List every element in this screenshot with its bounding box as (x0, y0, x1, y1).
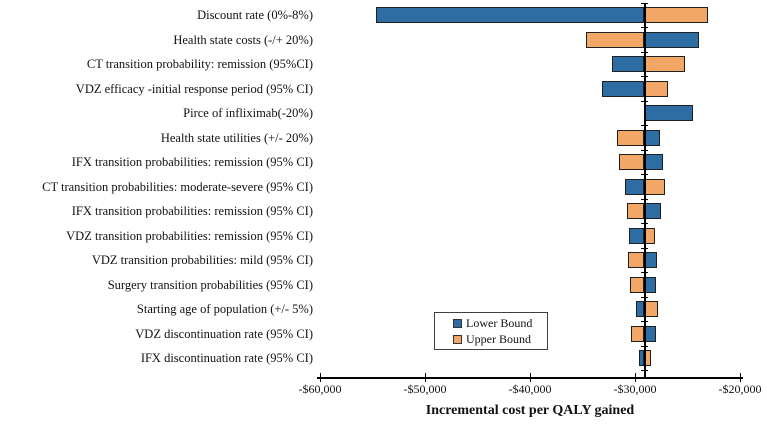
baseline-axis (644, 4, 646, 377)
category-label: Discount rate (0%-8%) (197, 8, 313, 22)
upper-bound-bar (585, 31, 645, 48)
category-label: Starting age of population (+/- 5%) (136, 302, 313, 316)
category-label: CT transition probability: remission (95… (86, 57, 313, 71)
lower-bound-bar (644, 252, 658, 268)
x-axis-tick (740, 373, 741, 382)
x-axis-tick (635, 373, 636, 382)
lower-bound-swatch-icon (453, 318, 462, 328)
x-tick-label: -$20,000 (718, 382, 762, 396)
baseline-tick (640, 296, 648, 298)
category-label: VDZ transition probabilities: mild (95% … (91, 253, 313, 267)
lower-bound-bar (644, 105, 693, 121)
baseline-tick (640, 100, 648, 102)
baseline-tick (640, 247, 648, 249)
baseline-tick (640, 198, 648, 200)
legend-label-upper-bound: Upper Bound (466, 332, 531, 346)
x-axis-tick (530, 373, 531, 382)
baseline-tick (640, 223, 648, 225)
category-label: IFX discontinuation rate (95% CI) (140, 351, 313, 365)
x-tick-label: -$30,000 (613, 382, 657, 396)
lower-bound-bar (628, 227, 645, 244)
upper-bound-bar (626, 203, 645, 219)
upper-bound-bar (644, 80, 668, 97)
x-tick-label: -$40,000 (508, 382, 552, 396)
x-tick-label: -$50,000 (403, 382, 447, 396)
upper-bound-bar (644, 301, 659, 317)
upper-bound-bar (629, 276, 645, 293)
lower-bound-bar (602, 80, 645, 97)
x-tick-label: -$60,000 (298, 382, 342, 396)
upper-bound-bar (644, 7, 709, 23)
upper-bound-swatch-icon (453, 334, 462, 344)
baseline-tick (640, 272, 648, 274)
category-label: VDZ efficacy -initial response period (9… (75, 81, 313, 96)
category-label: VDZ transition probabilities: remission … (66, 228, 313, 243)
baseline-tick (640, 51, 648, 53)
upper-bound-bar (644, 178, 666, 195)
category-label: Pirce of infliximab(-20%) (183, 106, 313, 120)
x-axis-title: Incremental cost per QALY gained (425, 403, 635, 418)
upper-bound-bar (619, 154, 645, 170)
chart-legend: Lower Bound Upper Bound (434, 312, 548, 350)
baseline-tick (640, 2, 648, 4)
upper-bound-bar (630, 325, 645, 342)
category-label: IFX transition probabilities: remission … (71, 155, 313, 169)
x-axis-tick (320, 373, 321, 382)
baseline-tick (640, 174, 648, 176)
lower-bound-bar (636, 301, 645, 317)
upper-bound-bar (644, 227, 655, 244)
legend-label-lower-bound: Lower Bound (466, 316, 533, 330)
lower-bound-bar (644, 203, 662, 219)
lower-bound-bar (644, 154, 664, 170)
lower-bound-bar (644, 325, 656, 342)
baseline-tick (640, 125, 648, 127)
category-label: CT transition probabilities: moderate-se… (42, 179, 313, 194)
legend-entry-upper-bound: Upper Bound (453, 332, 547, 346)
upper-bound-bar (627, 252, 645, 268)
lower-bound-bar (639, 350, 645, 366)
category-label: VDZ discontinuation rate (95% CI) (135, 326, 313, 341)
lower-bound-bar (375, 7, 645, 23)
legend-entry-lower-bound: Lower Bound (453, 316, 547, 330)
lower-bound-bar (644, 129, 661, 146)
baseline-tick (640, 370, 648, 372)
category-label: IFX transition probabilities: remission … (71, 204, 313, 218)
baseline-tick (640, 76, 648, 78)
lower-bound-bar (611, 56, 645, 72)
lower-bound-bar (624, 178, 645, 195)
category-label: Surgery transition probabilities (95% CI… (107, 277, 313, 292)
x-axis-tick (425, 373, 426, 382)
lower-bound-bar (644, 276, 656, 293)
baseline-tick (640, 345, 648, 347)
upper-bound-bar (617, 129, 645, 146)
category-label: Health state utilities (+/- 20%) (160, 130, 313, 145)
lower-bound-bar (644, 31, 700, 48)
upper-bound-bar (644, 56, 686, 72)
baseline-tick (640, 321, 648, 323)
baseline-tick (640, 27, 648, 29)
baseline-tick (640, 149, 648, 151)
category-label: Health state costs (-/+ 20%) (173, 32, 313, 47)
